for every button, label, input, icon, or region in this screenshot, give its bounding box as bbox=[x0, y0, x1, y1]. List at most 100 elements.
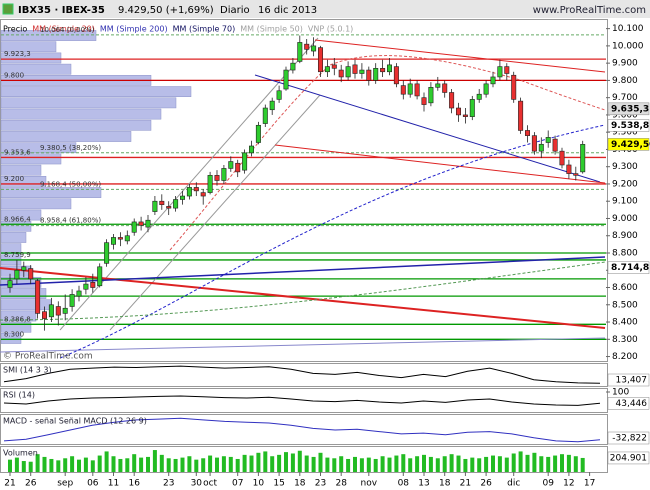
volume-bar bbox=[560, 454, 564, 472]
legend-entry: VNP (5.0.1) bbox=[308, 25, 353, 34]
volume-bar bbox=[104, 451, 109, 472]
volume-profile-bar bbox=[0, 153, 62, 165]
x-tick-label: nov bbox=[361, 479, 378, 489]
volume-bar bbox=[208, 455, 213, 472]
watermark: © ProRealTime.com bbox=[3, 352, 93, 362]
panel-title: Volumen bbox=[3, 449, 38, 458]
volume-bar bbox=[215, 457, 219, 472]
panel-title: RSI (14) bbox=[3, 391, 35, 400]
price-label: 8.714,8 bbox=[611, 263, 649, 273]
candle-body bbox=[180, 195, 186, 200]
volume-bar bbox=[428, 456, 433, 472]
volume-profile-bar bbox=[0, 119, 152, 131]
volume-profile-bar bbox=[0, 232, 27, 243]
candle-body bbox=[345, 66, 351, 78]
level-label: 9.353,6 bbox=[4, 148, 31, 156]
price-label: 9.635,3 bbox=[611, 104, 649, 114]
volume-profile-bar bbox=[0, 243, 22, 255]
level-label: 8.386,8 bbox=[4, 315, 31, 323]
candle-body bbox=[28, 268, 34, 280]
header-icon bbox=[2, 3, 14, 15]
volume-profile-bar bbox=[0, 52, 62, 64]
x-tick-label: 06 bbox=[87, 479, 99, 489]
volume-profile-bar bbox=[0, 288, 47, 299]
candle-body bbox=[518, 100, 524, 131]
candle-body bbox=[290, 62, 296, 71]
legend-entry: MM (Simple 70) bbox=[173, 25, 236, 34]
candle-body bbox=[476, 93, 482, 100]
volume-bar bbox=[332, 458, 337, 472]
candle-body bbox=[428, 87, 434, 104]
volume-bar bbox=[77, 459, 81, 472]
volume-bar bbox=[125, 458, 130, 472]
volume-bar bbox=[435, 458, 440, 472]
candle-body bbox=[138, 221, 144, 226]
volume-bar bbox=[277, 454, 282, 472]
volume-bar bbox=[449, 454, 454, 472]
candle-body bbox=[255, 124, 261, 143]
volume-bar bbox=[401, 454, 406, 472]
candle-body bbox=[338, 69, 344, 78]
y-tick-label: 9.200 bbox=[612, 179, 638, 189]
candle-body bbox=[193, 187, 199, 192]
volume-bar bbox=[297, 450, 302, 472]
level-label: 8.759,9 bbox=[4, 251, 31, 259]
volume-bar bbox=[70, 456, 75, 472]
volume-bar bbox=[311, 456, 316, 472]
volume-bar bbox=[415, 456, 420, 472]
candle-body bbox=[317, 47, 323, 73]
price-label-box bbox=[607, 119, 650, 132]
volume-bar bbox=[304, 455, 309, 472]
volume-bar bbox=[139, 457, 144, 472]
indicator-line bbox=[3, 395, 601, 406]
candle-body bbox=[200, 192, 206, 197]
price-label: 9.429,50 bbox=[611, 140, 650, 150]
volume-bar bbox=[359, 458, 364, 472]
y-tick-label: 9.800 bbox=[612, 76, 638, 86]
title: IBX35 · IBEX-35 bbox=[18, 5, 105, 16]
x-tick-label: 30 bbox=[191, 479, 203, 489]
volume-profile-bar bbox=[0, 108, 162, 120]
y-tick-label: 8.600 bbox=[612, 283, 638, 293]
candle-body bbox=[414, 83, 420, 97]
x-tick-label: 09 bbox=[542, 479, 554, 489]
moving-average-200 bbox=[59, 124, 606, 359]
candle-body bbox=[62, 307, 68, 314]
volume-bar bbox=[166, 458, 171, 472]
volume-bar bbox=[14, 457, 19, 472]
x-tick-label: 23 bbox=[163, 479, 174, 489]
value-box bbox=[607, 451, 650, 465]
x-tick-label: 18 bbox=[294, 479, 306, 489]
volume-bar bbox=[325, 457, 330, 472]
candle-body bbox=[531, 135, 537, 152]
volume-bar bbox=[470, 457, 475, 472]
candle-body bbox=[304, 43, 310, 50]
candle-body bbox=[228, 161, 234, 169]
y-tick-label: 8.400 bbox=[612, 318, 638, 328]
panel-frame bbox=[0, 388, 608, 413]
candle-body bbox=[76, 290, 82, 297]
candle-body bbox=[538, 143, 544, 152]
volume-bar bbox=[83, 457, 88, 472]
candle-body bbox=[124, 235, 130, 242]
candle-body bbox=[421, 97, 427, 105]
y-tick-label: 10.100 bbox=[612, 24, 644, 34]
x-tick-label: sep bbox=[57, 479, 73, 489]
volume-bar bbox=[97, 455, 102, 472]
y-tick-label: 8.200 bbox=[612, 352, 638, 362]
level-label: 8.300 bbox=[4, 330, 24, 338]
volume-bar bbox=[442, 456, 447, 472]
panel-title: MACD - señal Señal MACD (12 26 9) bbox=[3, 417, 147, 426]
volume-bar bbox=[180, 457, 185, 472]
level-label: 9.380,5 (38,20%) bbox=[40, 144, 101, 152]
panel-frame bbox=[0, 414, 608, 445]
source: www.ProRealTime.com bbox=[533, 5, 646, 16]
volume-profile-bar bbox=[0, 86, 192, 97]
volume-bar bbox=[146, 456, 150, 472]
volume-profile-bar bbox=[0, 321, 32, 333]
candle-body bbox=[48, 304, 54, 318]
value-box bbox=[607, 431, 650, 445]
candle-body bbox=[462, 114, 468, 117]
volume-bar bbox=[539, 456, 544, 472]
y-tick-label: 8.500 bbox=[612, 300, 638, 310]
